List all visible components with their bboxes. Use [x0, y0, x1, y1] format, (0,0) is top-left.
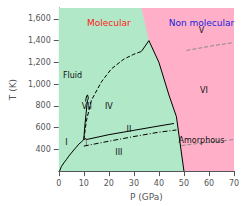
svg-text:400: 400: [36, 145, 51, 154]
svg-text:II: II: [127, 125, 132, 134]
svg-text:Molecular: Molecular: [87, 18, 131, 28]
svg-text:0: 0: [56, 179, 61, 188]
svg-text:40: 40: [154, 179, 164, 188]
svg-text:T (K): T (K): [8, 79, 18, 101]
svg-text:30: 30: [129, 179, 139, 188]
svg-text:V: V: [199, 26, 205, 35]
svg-text:1,200: 1,200: [28, 58, 51, 67]
svg-text:70: 70: [229, 179, 239, 188]
svg-text:VI: VI: [200, 86, 208, 95]
svg-text:P (GPa): P (GPa): [130, 192, 163, 202]
svg-text:Fluid: Fluid: [63, 71, 82, 80]
svg-text:IV: IV: [105, 102, 113, 111]
svg-text:20: 20: [104, 179, 114, 188]
svg-text:60: 60: [204, 179, 214, 188]
svg-text:VII: VII: [82, 102, 92, 111]
svg-text:600: 600: [36, 123, 51, 132]
svg-text:1,600: 1,600: [28, 14, 51, 23]
svg-text:III: III: [115, 148, 122, 157]
svg-text:Non molecular: Non molecular: [168, 18, 235, 29]
svg-text:Amorphous: Amorphous: [179, 136, 225, 145]
svg-text:1,000: 1,000: [28, 80, 51, 89]
svg-text:I: I: [65, 138, 67, 147]
svg-text:1,400: 1,400: [28, 36, 51, 45]
svg-text:50: 50: [179, 179, 189, 188]
svg-text:800: 800: [36, 101, 51, 110]
svg-text:10: 10: [79, 179, 89, 188]
